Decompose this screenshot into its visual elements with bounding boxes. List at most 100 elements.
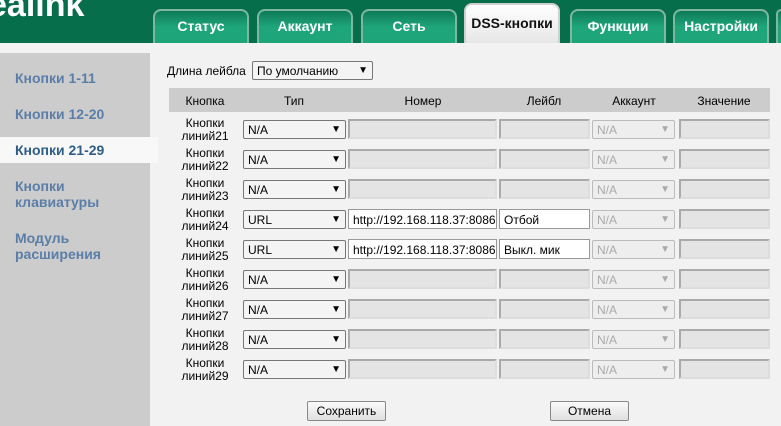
account-select[interactable]: N/A ▼ — [592, 360, 675, 379]
number-input[interactable] — [348, 329, 497, 349]
type-value: N/A — [248, 153, 269, 167]
sidebar-item-buttons-1-11[interactable]: Кнопки 1-11 — [15, 70, 96, 86]
tab-5[interactable]: Настройки — [673, 9, 769, 43]
dropdown-arrow-icon: ▼ — [331, 364, 341, 375]
type-select[interactable]: N/A ▼ — [243, 120, 346, 139]
type-select[interactable]: N/A ▼ — [243, 270, 346, 289]
label-input[interactable] — [499, 299, 590, 319]
type-select[interactable]: N/A ▼ — [243, 330, 346, 349]
type-select[interactable]: N/A ▼ — [243, 360, 346, 379]
value-input[interactable] — [679, 149, 770, 169]
sidebar-item-keypad-buttons[interactable]: Кнопки клавиатуры — [15, 178, 100, 210]
account-value: N/A — [597, 303, 618, 317]
row-key: Кнопки линий25 — [181, 236, 229, 263]
dropdown-arrow-icon: ▼ — [660, 274, 670, 285]
account-select[interactable]: N/A ▼ — [592, 330, 675, 349]
row-key: Кнопки линий27 — [181, 296, 229, 323]
label-input[interactable] — [499, 119, 590, 139]
number-input[interactable] — [348, 149, 497, 169]
account-value: N/A — [597, 123, 618, 137]
account-select[interactable]: N/A ▼ — [592, 180, 675, 199]
value-input[interactable] — [679, 209, 770, 229]
dropdown-arrow-icon: ▼ — [358, 65, 368, 76]
row-key: Кнопки линий28 — [181, 326, 229, 353]
dropdown-arrow-icon: ▼ — [331, 274, 341, 285]
label-input[interactable] — [499, 179, 590, 199]
header-account: Аккаунт — [612, 94, 656, 108]
type-value: N/A — [248, 123, 269, 137]
value-input[interactable] — [679, 239, 770, 259]
number-input[interactable] — [348, 299, 497, 319]
dropdown-arrow-icon: ▼ — [331, 334, 341, 345]
label-length-select[interactable]: По умолчанию ▼ — [252, 61, 373, 80]
account-select[interactable]: N/A ▼ — [592, 300, 675, 319]
label-input[interactable] — [499, 359, 590, 379]
tab-4[interactable]: Функции — [570, 9, 666, 43]
type-select[interactable]: URL ▼ — [243, 210, 346, 229]
tab-3[interactable]: DSS-кнопки — [464, 3, 560, 43]
type-select[interactable]: N/A ▼ — [243, 150, 346, 169]
account-value: N/A — [597, 363, 618, 377]
number-input[interactable] — [348, 179, 497, 199]
row-key: Кнопки линий23 — [181, 176, 229, 203]
tab-2[interactable]: Сеть — [361, 9, 457, 43]
value-input[interactable] — [679, 359, 770, 379]
type-select[interactable]: N/A ▼ — [243, 300, 346, 319]
number-input[interactable]: http://192.168.118.37:8086 — [348, 239, 497, 259]
label-input[interactable] — [499, 269, 590, 289]
account-select[interactable]: N/A ▼ — [592, 120, 675, 139]
row-key: Кнопки линий26 — [181, 266, 229, 293]
value-input[interactable] — [679, 329, 770, 349]
table-header: Кнопка Тип Номер Лейбл Аккаунт Значение — [169, 88, 770, 112]
tab-6[interactable] — [776, 9, 781, 43]
account-select[interactable]: N/A ▼ — [592, 150, 675, 169]
dropdown-arrow-icon: ▼ — [331, 214, 341, 225]
number-input[interactable]: http://192.168.118.37:8086 — [348, 209, 497, 229]
dropdown-arrow-icon: ▼ — [660, 334, 670, 345]
account-select[interactable]: N/A ▼ — [592, 270, 675, 289]
dropdown-arrow-icon: ▼ — [660, 364, 670, 375]
dropdown-arrow-icon: ▼ — [331, 154, 341, 165]
account-value: N/A — [597, 153, 618, 167]
sidebar-item-expansion-module[interactable]: Модуль расширения — [15, 230, 101, 262]
label-length-label: Длина лейбла — [167, 64, 246, 78]
dropdown-arrow-icon: ▼ — [660, 214, 670, 225]
type-select[interactable]: URL ▼ — [243, 240, 346, 259]
number-input[interactable] — [348, 119, 497, 139]
account-value: N/A — [597, 273, 618, 287]
save-button[interactable]: Сохранить — [307, 401, 386, 421]
type-value: URL — [248, 243, 273, 257]
number-input[interactable] — [348, 359, 497, 379]
account-select[interactable]: N/A ▼ — [592, 240, 675, 259]
number-input[interactable] — [348, 269, 497, 289]
dropdown-arrow-icon: ▼ — [660, 124, 670, 135]
value-input[interactable] — [679, 269, 770, 289]
label-input[interactable] — [499, 329, 590, 349]
sidebar — [0, 53, 150, 426]
type-select[interactable]: N/A ▼ — [243, 180, 346, 199]
cancel-button[interactable]: Отмена — [550, 401, 629, 421]
dropdown-arrow-icon: ▼ — [331, 124, 341, 135]
header-key: Кнопка — [185, 94, 225, 108]
label-input[interactable]: Отбой — [499, 209, 590, 229]
account-select[interactable]: N/A ▼ — [592, 210, 675, 229]
type-value: N/A — [248, 273, 269, 287]
dropdown-arrow-icon: ▼ — [331, 304, 341, 315]
type-value: URL — [248, 213, 273, 227]
row-key: Кнопки линий29 — [181, 356, 229, 383]
sidebar-item-buttons-21-29[interactable]: Кнопки 21-29 — [0, 137, 158, 163]
sidebar-item-buttons-12-20[interactable]: Кнопки 12-20 — [15, 106, 105, 122]
row-key: Кнопки линий22 — [181, 146, 229, 173]
account-value: N/A — [597, 243, 618, 257]
label-input[interactable] — [499, 149, 590, 169]
label-input[interactable]: Выкл. мик — [499, 239, 590, 259]
tab-1[interactable]: Аккаунт — [257, 9, 353, 43]
dropdown-arrow-icon: ▼ — [331, 184, 341, 195]
tab-0[interactable]: Статус — [153, 9, 249, 43]
value-input[interactable] — [679, 119, 770, 139]
type-value: N/A — [248, 363, 269, 377]
type-value: N/A — [248, 183, 269, 197]
value-input[interactable] — [679, 299, 770, 319]
type-value: N/A — [248, 303, 269, 317]
value-input[interactable] — [679, 179, 770, 199]
